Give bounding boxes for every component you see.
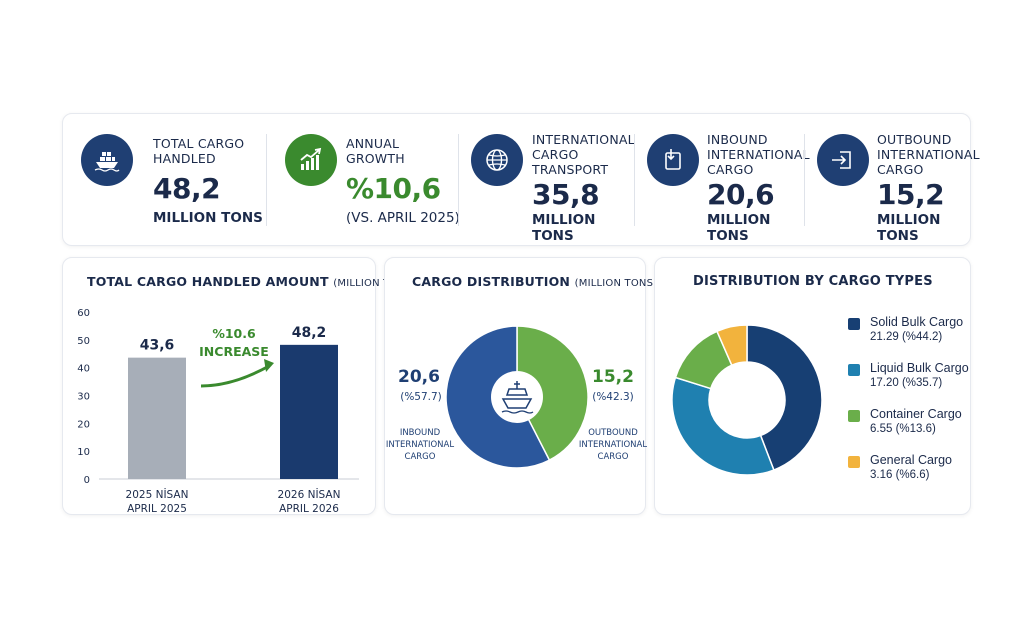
kpi-divider	[634, 134, 635, 226]
bar-chart-panel: TOTAL CARGO HANDLED AMOUNT (MILLION TONS…	[62, 257, 416, 515]
legend-value: 3.16 (%6.6)	[870, 469, 930, 481]
ship-icon	[81, 134, 133, 186]
y-tick-label: 50	[77, 336, 90, 347]
kpi-strip: TOTAL CARGO HANDLED 48,2 MILLION TONS ANN…	[62, 113, 980, 247]
inbound-icon	[647, 134, 699, 186]
cargo-distribution-chart: 20,6 (%57.7) INBOUND INTERNATIONAL CARGO…	[386, 325, 647, 469]
kpi-label: TOTAL CARGO HANDLED	[153, 136, 245, 166]
kpi-label: OUTBOUND INTERNATIONAL CARGO	[877, 132, 980, 177]
bar-chart: 0 10 20 30 40 50 60 43,6 2025 NİSAN APRIL 2025 48…	[77, 308, 359, 515]
y-tick-label: 0	[84, 475, 90, 486]
legend-swatch	[848, 456, 860, 468]
kpi-unit: MILLION TONS	[153, 210, 263, 226]
globe-icon	[471, 134, 523, 186]
increase-arrow-head	[264, 359, 274, 372]
inbound-label-2: INTERNATIONAL	[386, 440, 454, 450]
y-tick-label: 10	[77, 447, 90, 458]
x-tick-label: 2025 NİSAN	[126, 488, 189, 501]
legend-swatch	[848, 410, 860, 422]
kpi-value: 20,6	[707, 178, 775, 211]
donut-center	[491, 371, 543, 423]
inbound-percent: (%57.7)	[400, 391, 442, 403]
kpi-divider	[804, 134, 805, 226]
kpi-inbound: INBOUND INTERNATIONAL CARGO 20,6 MILLION T…	[647, 114, 810, 247]
panel-title: DISTRIBUTION BY CARGO TYPES	[693, 274, 933, 289]
x-tick-label: APRIL 2026	[279, 503, 339, 515]
outbound-label-3: CARGO	[598, 452, 629, 462]
legend-swatch	[848, 364, 860, 376]
cargo-types-donut	[671, 324, 823, 476]
donut-slice	[671, 376, 775, 476]
y-tick-label: 20	[77, 419, 90, 430]
outbound-label-2: INTERNATIONAL	[579, 440, 647, 450]
kpi-unit: MILLION TONS	[707, 212, 771, 244]
kpi-value: 48,2	[153, 172, 221, 205]
growth-chart-icon	[285, 134, 337, 186]
pie-slice	[516, 325, 589, 462]
kpi-divider	[458, 134, 459, 226]
bar	[128, 357, 186, 479]
kpi-unit: MILLION TONS	[532, 212, 596, 244]
donut-slice	[715, 324, 748, 367]
increase-arrow	[200, 364, 270, 388]
increase-word-label: INCREASE	[199, 344, 269, 359]
kpi-value: 35,8	[532, 178, 600, 211]
legend-label: General Cargo	[870, 453, 952, 467]
y-tick-label: 30	[77, 392, 90, 403]
kpi-unit: (VS. APRIL 2025)	[346, 210, 460, 226]
legend-value: 21.29 (%44.2)	[870, 331, 943, 343]
legend-label: Liquid Bulk Cargo	[870, 361, 969, 375]
outbound-value: 15,2	[592, 367, 634, 387]
panel-title: TOTAL CARGO HANDLED AMOUNT (MILLION TONS…	[87, 274, 416, 289]
increase-pct-label: %10.6	[212, 326, 256, 341]
legend-value: 17.20 (%35.7)	[870, 377, 943, 389]
kpi-outbound: OUTBOUND INTERNATIONAL CARGO 15,2 MILLION …	[817, 114, 980, 247]
bar	[280, 344, 338, 479]
cargo-distribution-panel: CARGO DISTRIBUTION (MILLION TONS) 20,6 (…	[384, 257, 657, 515]
outbound-label-1: OUTBOUND	[588, 428, 638, 438]
kpi-label: INTERNATIONAL CARGO TRANSPORT	[532, 132, 635, 177]
kpi-value: 15,2	[877, 178, 945, 211]
donut-slice	[746, 324, 823, 471]
kpi-label: INBOUND INTERNATIONAL CARGO	[707, 132, 810, 177]
bar-value-label: 48,2	[292, 325, 327, 341]
y-tick-label: 40	[77, 364, 90, 375]
outbound-percent: (%42.3)	[592, 391, 634, 403]
y-tick-label: 60	[77, 308, 90, 319]
legend-label: Container Cargo	[870, 407, 962, 421]
kpi-divider	[266, 134, 267, 226]
legend-label: Solid Bulk Cargo	[870, 315, 964, 329]
x-tick-label: APRIL 2025	[127, 503, 187, 515]
kpi-label: ANNUAL GROWTH	[346, 136, 405, 166]
kpi-international-transport: INTERNATIONAL CARGO TRANSPORT 35,8 MILLION…	[471, 114, 641, 247]
panel-title: CARGO DISTRIBUTION (MILLION TONS)	[412, 274, 658, 289]
ship-icon	[501, 381, 534, 414]
kpi-annual-growth: ANNUAL GROWTH %10,6 (VS. APRIL 2025)	[285, 114, 465, 247]
inbound-value: 20,6	[398, 367, 440, 387]
inbound-label-3: CARGO	[405, 452, 436, 462]
kpi-value: %10,6	[346, 172, 441, 205]
outbound-icon	[817, 134, 869, 186]
legend-swatch	[848, 318, 860, 330]
x-tick-label: 2026 NİSAN	[278, 488, 341, 501]
inbound-label-1: INBOUND	[400, 428, 441, 438]
kpi-total-cargo: TOTAL CARGO HANDLED 48,2 MILLION TONS	[81, 114, 271, 247]
cargo-types-panel: DISTRIBUTION BY CARGO TYPES Solid Bulk C…	[654, 257, 971, 515]
kpi-unit: MILLION TONS	[877, 212, 941, 244]
legend-value: 6.55 (%13.6)	[870, 423, 936, 435]
bar-value-label: 43,6	[140, 338, 175, 354]
